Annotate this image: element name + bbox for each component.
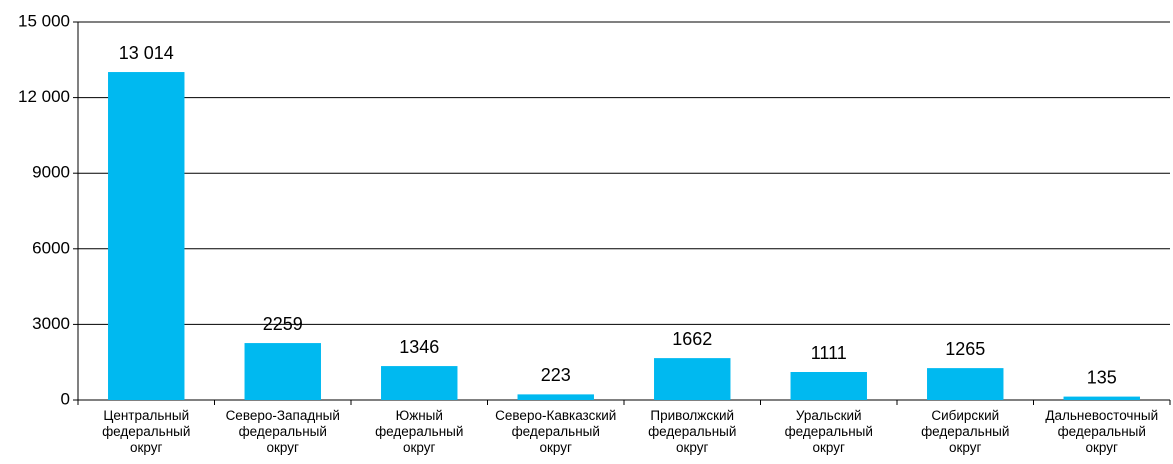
x-tick-label: Северо-Кавказский федеральный округ: [495, 408, 616, 455]
y-tick-label: 15 000: [18, 11, 70, 30]
x-tick-label: Приволжский федеральный округ: [648, 408, 736, 455]
value-label: 1111: [811, 343, 847, 363]
y-tick-label: 3000: [32, 314, 70, 333]
x-tick-label: Сибирский федеральный округ: [921, 408, 1009, 455]
x-tick-label: Уральский федеральный округ: [785, 408, 873, 455]
x-tick-label: Дальневосточный федеральный округ: [1045, 408, 1158, 455]
bar: [1063, 396, 1140, 400]
y-tick-label: 0: [61, 389, 70, 408]
value-label: 135: [1087, 367, 1117, 387]
bar: [108, 72, 185, 400]
value-label: 1265: [945, 339, 985, 359]
x-tick-label: Северо-Западный федеральный округ: [226, 408, 340, 455]
value-label: 13 014: [119, 43, 174, 63]
value-label: 1346: [399, 337, 439, 357]
bar: [517, 394, 594, 400]
y-tick-label: 12 000: [18, 87, 70, 106]
bar: [244, 343, 321, 400]
bar: [790, 372, 867, 400]
y-tick-label: 9000: [32, 163, 70, 182]
bar: [927, 368, 1004, 400]
x-tick-label: Южный федеральный округ: [375, 408, 463, 455]
value-label: 223: [541, 365, 571, 385]
bar: [381, 366, 458, 400]
bar: [654, 358, 731, 400]
value-label: 1662: [672, 329, 712, 349]
value-label: 2259: [263, 314, 303, 334]
x-tick-label: Центральный федеральный округ: [102, 408, 190, 455]
y-tick-label: 6000: [32, 238, 70, 257]
